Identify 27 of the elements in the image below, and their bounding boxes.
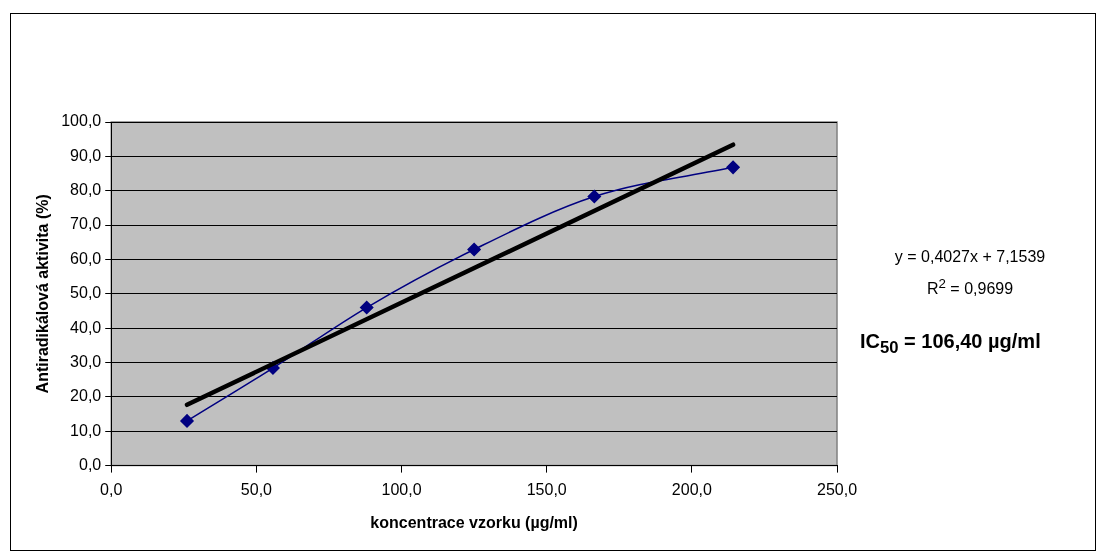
y-tick-label: 60,0 [70, 249, 102, 267]
y-tick-label: 10,0 [70, 421, 102, 439]
y-tick-label: 50,0 [70, 284, 102, 302]
point [467, 242, 481, 257]
point [180, 414, 194, 428]
point [587, 189, 602, 204]
point [359, 300, 374, 315]
y-tick-label: 0,0 [78, 456, 102, 474]
y-axis-title: Antiradikálová aktivita (%) [34, 194, 52, 394]
text: R$^{2}$ = 0,9699 [925, 276, 1015, 299]
x-axis-title: koncentrace vzorku (µg/ml) [370, 513, 578, 531]
y-tick-label: 70,0 [70, 215, 102, 233]
x-tick-label: 250,0 [816, 480, 858, 498]
x-tick-label: 150,0 [526, 480, 567, 498]
y-tick-label: 90,0 [70, 146, 102, 164]
point [726, 160, 740, 175]
x-tick-label: 0,0 [100, 480, 123, 498]
y-tick-label: 40,0 [70, 318, 102, 336]
y-tick-label: 20,0 [70, 387, 102, 405]
y-tick-label: 30,0 [70, 352, 102, 370]
x-tick-label: 50,0 [240, 480, 273, 498]
x-tick-label: 100,0 [381, 480, 422, 498]
y-tick-label: 100,0 [61, 112, 102, 130]
x-tick-label: 200,0 [671, 480, 712, 498]
text: IC$_{50}$ = 106,40 µg/ml [860, 330, 1042, 358]
y-tick-label: 80,0 [70, 181, 102, 199]
text: y = 0,4027x + 7,1539 [893, 248, 1047, 266]
